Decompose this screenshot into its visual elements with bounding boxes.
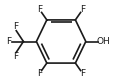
Text: F: F: [80, 5, 85, 14]
Text: F: F: [13, 52, 18, 61]
Text: OH: OH: [96, 37, 110, 46]
Text: F: F: [6, 37, 11, 46]
Text: F: F: [80, 69, 85, 78]
Text: F: F: [37, 5, 42, 14]
Text: F: F: [37, 69, 42, 78]
Text: F: F: [13, 22, 18, 31]
